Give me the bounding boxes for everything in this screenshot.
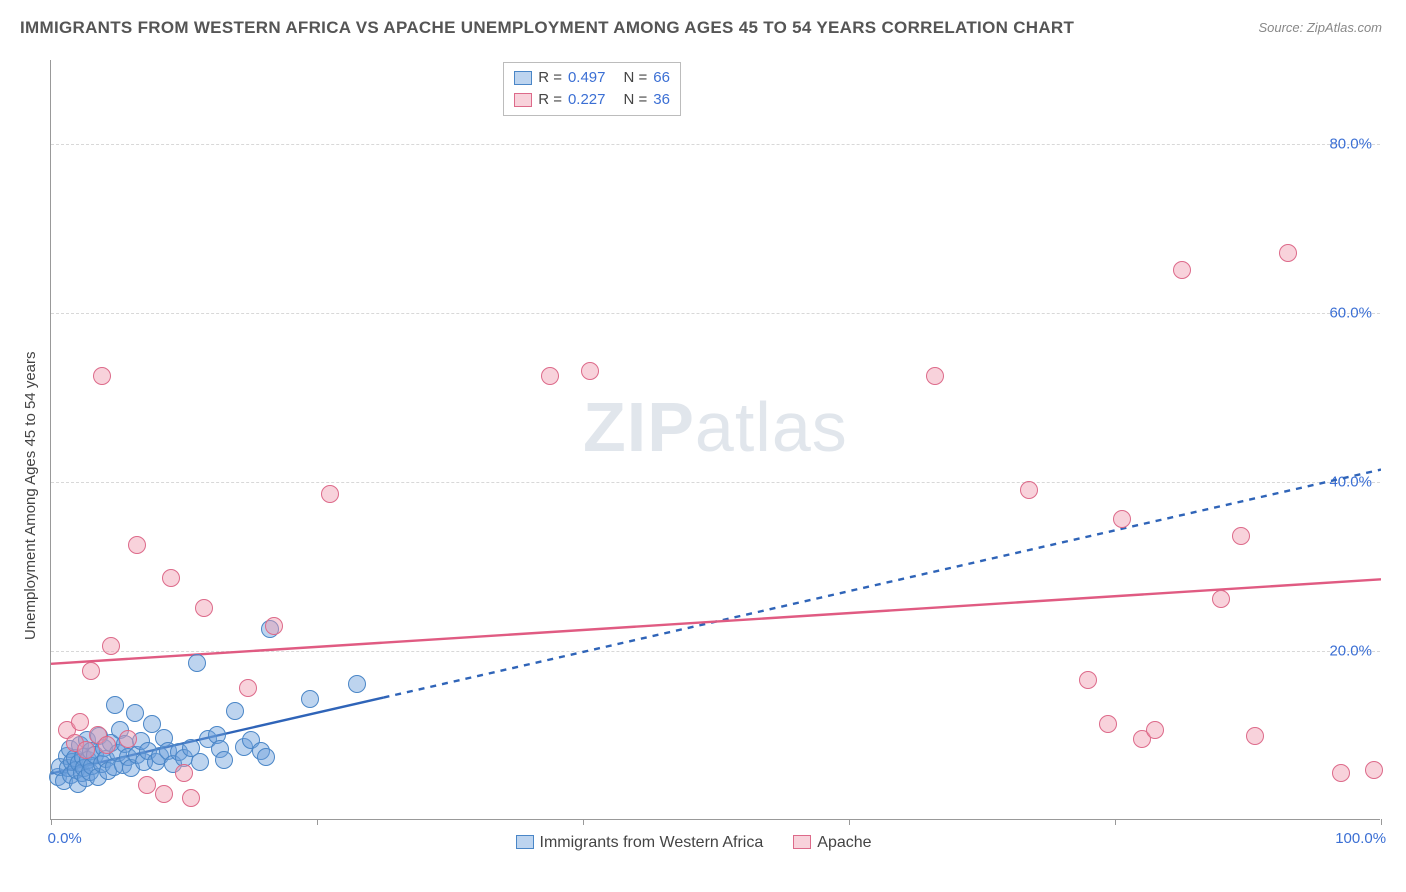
data-point [1279,244,1297,262]
x-tick-label: 0.0% [48,830,82,847]
x-tick-label: 100.0% [1335,830,1386,847]
data-point [926,367,944,385]
grid-line [51,144,1380,145]
data-point [82,662,100,680]
data-point [162,569,180,587]
legend-n-label: N = [624,89,648,111]
grid-line [51,651,1380,652]
x-tick [1115,819,1116,825]
trend-line-dashed [384,470,1382,698]
legend-r-label: R = [538,67,562,89]
data-point [119,730,137,748]
data-point [1099,715,1117,733]
data-point [321,485,339,503]
source-attribution: Source: ZipAtlas.com [1258,20,1382,35]
x-tick [51,819,52,825]
y-tick-label: 40.0% [1329,474,1372,491]
legend-stats-row: R = 0.497 N =66 [514,67,670,89]
y-tick-label: 60.0% [1329,305,1372,322]
grid-line [51,313,1380,314]
data-point [1146,721,1164,739]
legend-n-value: 66 [653,67,670,89]
x-tick [583,819,584,825]
data-point [106,696,124,714]
legend-stats: R = 0.497 N =66 R = 0.227 N =36 [503,62,681,116]
data-point [98,736,116,754]
legend-label: Apache [817,834,871,851]
data-point [93,367,111,385]
data-point [182,789,200,807]
legend-n-label: N = [624,67,648,89]
x-tick [849,819,850,825]
data-point [71,713,89,731]
data-point [175,764,193,782]
data-point [348,675,366,693]
x-tick [317,819,318,825]
data-point [155,785,173,803]
data-point [215,751,233,769]
x-tick [1381,819,1382,825]
data-point [581,362,599,380]
legend-n-value: 36 [653,89,670,111]
data-point [541,367,559,385]
data-point [102,637,120,655]
legend-swatch [514,93,532,107]
data-point [1079,671,1097,689]
y-axis-label: Unemployment Among Ages 45 to 54 years [22,351,39,640]
legend-stats-row: R = 0.227 N =36 [514,89,670,111]
chart-title: IMMIGRANTS FROM WESTERN AFRICA VS APACHE… [20,18,1074,38]
data-point [1173,261,1191,279]
data-point [138,776,156,794]
data-point [1232,527,1250,545]
data-point [195,599,213,617]
data-point [126,704,144,722]
data-point [265,617,283,635]
trend-overlay [51,60,1381,820]
data-point [1365,761,1383,779]
data-point [1020,481,1038,499]
legend-item: Immigrants from Western Africa [516,834,764,852]
legend-bottom: Immigrants from Western Africa Apache [516,834,872,852]
legend-r-value: 0.497 [568,67,606,89]
data-point [1246,727,1264,745]
watermark: ZIPatlas [583,387,848,467]
y-tick-label: 80.0% [1329,136,1372,153]
data-point [1113,510,1131,528]
data-point [257,748,275,766]
y-tick-label: 20.0% [1329,643,1372,660]
grid-line [51,482,1380,483]
data-point [239,679,257,697]
legend-swatch [516,835,534,849]
data-point [77,741,95,759]
legend-r-value: 0.227 [568,89,606,111]
data-point [226,702,244,720]
legend-label: Immigrants from Western Africa [540,834,764,851]
legend-r-label: R = [538,89,562,111]
legend-swatch [793,835,811,849]
data-point [188,654,206,672]
legend-item: Apache [793,834,871,852]
data-point [128,536,146,554]
plot-area: 20.0%40.0%60.0%80.0%0.0%100.0%ZIPatlasR … [50,60,1380,820]
data-point [191,753,209,771]
data-point [1212,590,1230,608]
legend-swatch [514,71,532,85]
data-point [301,690,319,708]
data-point [1332,764,1350,782]
